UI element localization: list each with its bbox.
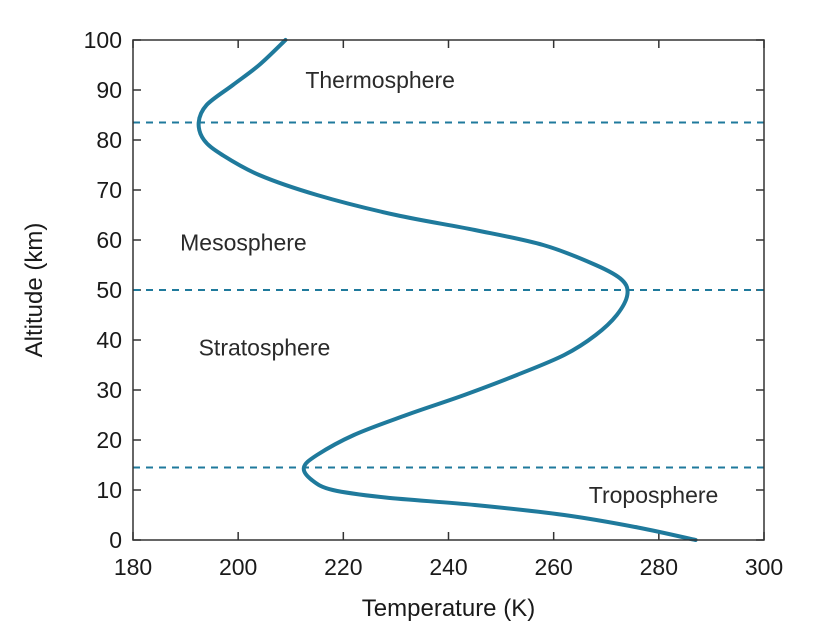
y-tick-label-4: 40	[96, 327, 122, 353]
y-tick-label-7: 70	[96, 177, 122, 203]
region-label-troposphere: Troposphere	[589, 482, 719, 508]
x-tick-label-1: 200	[219, 554, 257, 580]
y-tick-label-0: 0	[109, 527, 122, 553]
region-labels: Thermosphere Mesosphere Stratosphere Tropos…	[180, 67, 718, 508]
y-tick-label-10: 100	[84, 27, 122, 53]
y-tick-label-9: 90	[96, 77, 122, 103]
x-tick-label-6: 300	[745, 554, 783, 580]
region-label-thermosphere: Thermosphere	[305, 67, 455, 93]
x-tick-label-3: 240	[429, 554, 467, 580]
x-tick-label-0: 180	[114, 554, 152, 580]
reference-lines	[133, 121, 764, 469]
plot-frame	[132, 39, 765, 541]
y-tick-label-2: 20	[96, 427, 122, 453]
y-tick-label-5: 50	[96, 277, 122, 303]
temperature-profile-line	[196, 38, 698, 542]
region-label-mesosphere: Mesosphere	[180, 230, 307, 256]
tick-labels: 180 200 220 240 260 280 300 0 10 20 30 40 50 60 70 80 90…	[84, 27, 784, 580]
x-axis-title: Temperature (K)	[362, 595, 535, 622]
x-tick-label-2: 220	[324, 554, 362, 580]
y-tick-label-8: 80	[96, 127, 122, 153]
y-axis-title: Altitude (km)	[21, 223, 48, 358]
region-label-stratosphere: Stratosphere	[199, 335, 331, 361]
x-tick-label-5: 280	[640, 554, 678, 580]
y-tick-label-3: 30	[96, 377, 122, 403]
x-tick-label-4: 260	[534, 554, 572, 580]
y-tick-label-6: 60	[96, 227, 122, 253]
y-tick-label-1: 10	[96, 477, 122, 503]
